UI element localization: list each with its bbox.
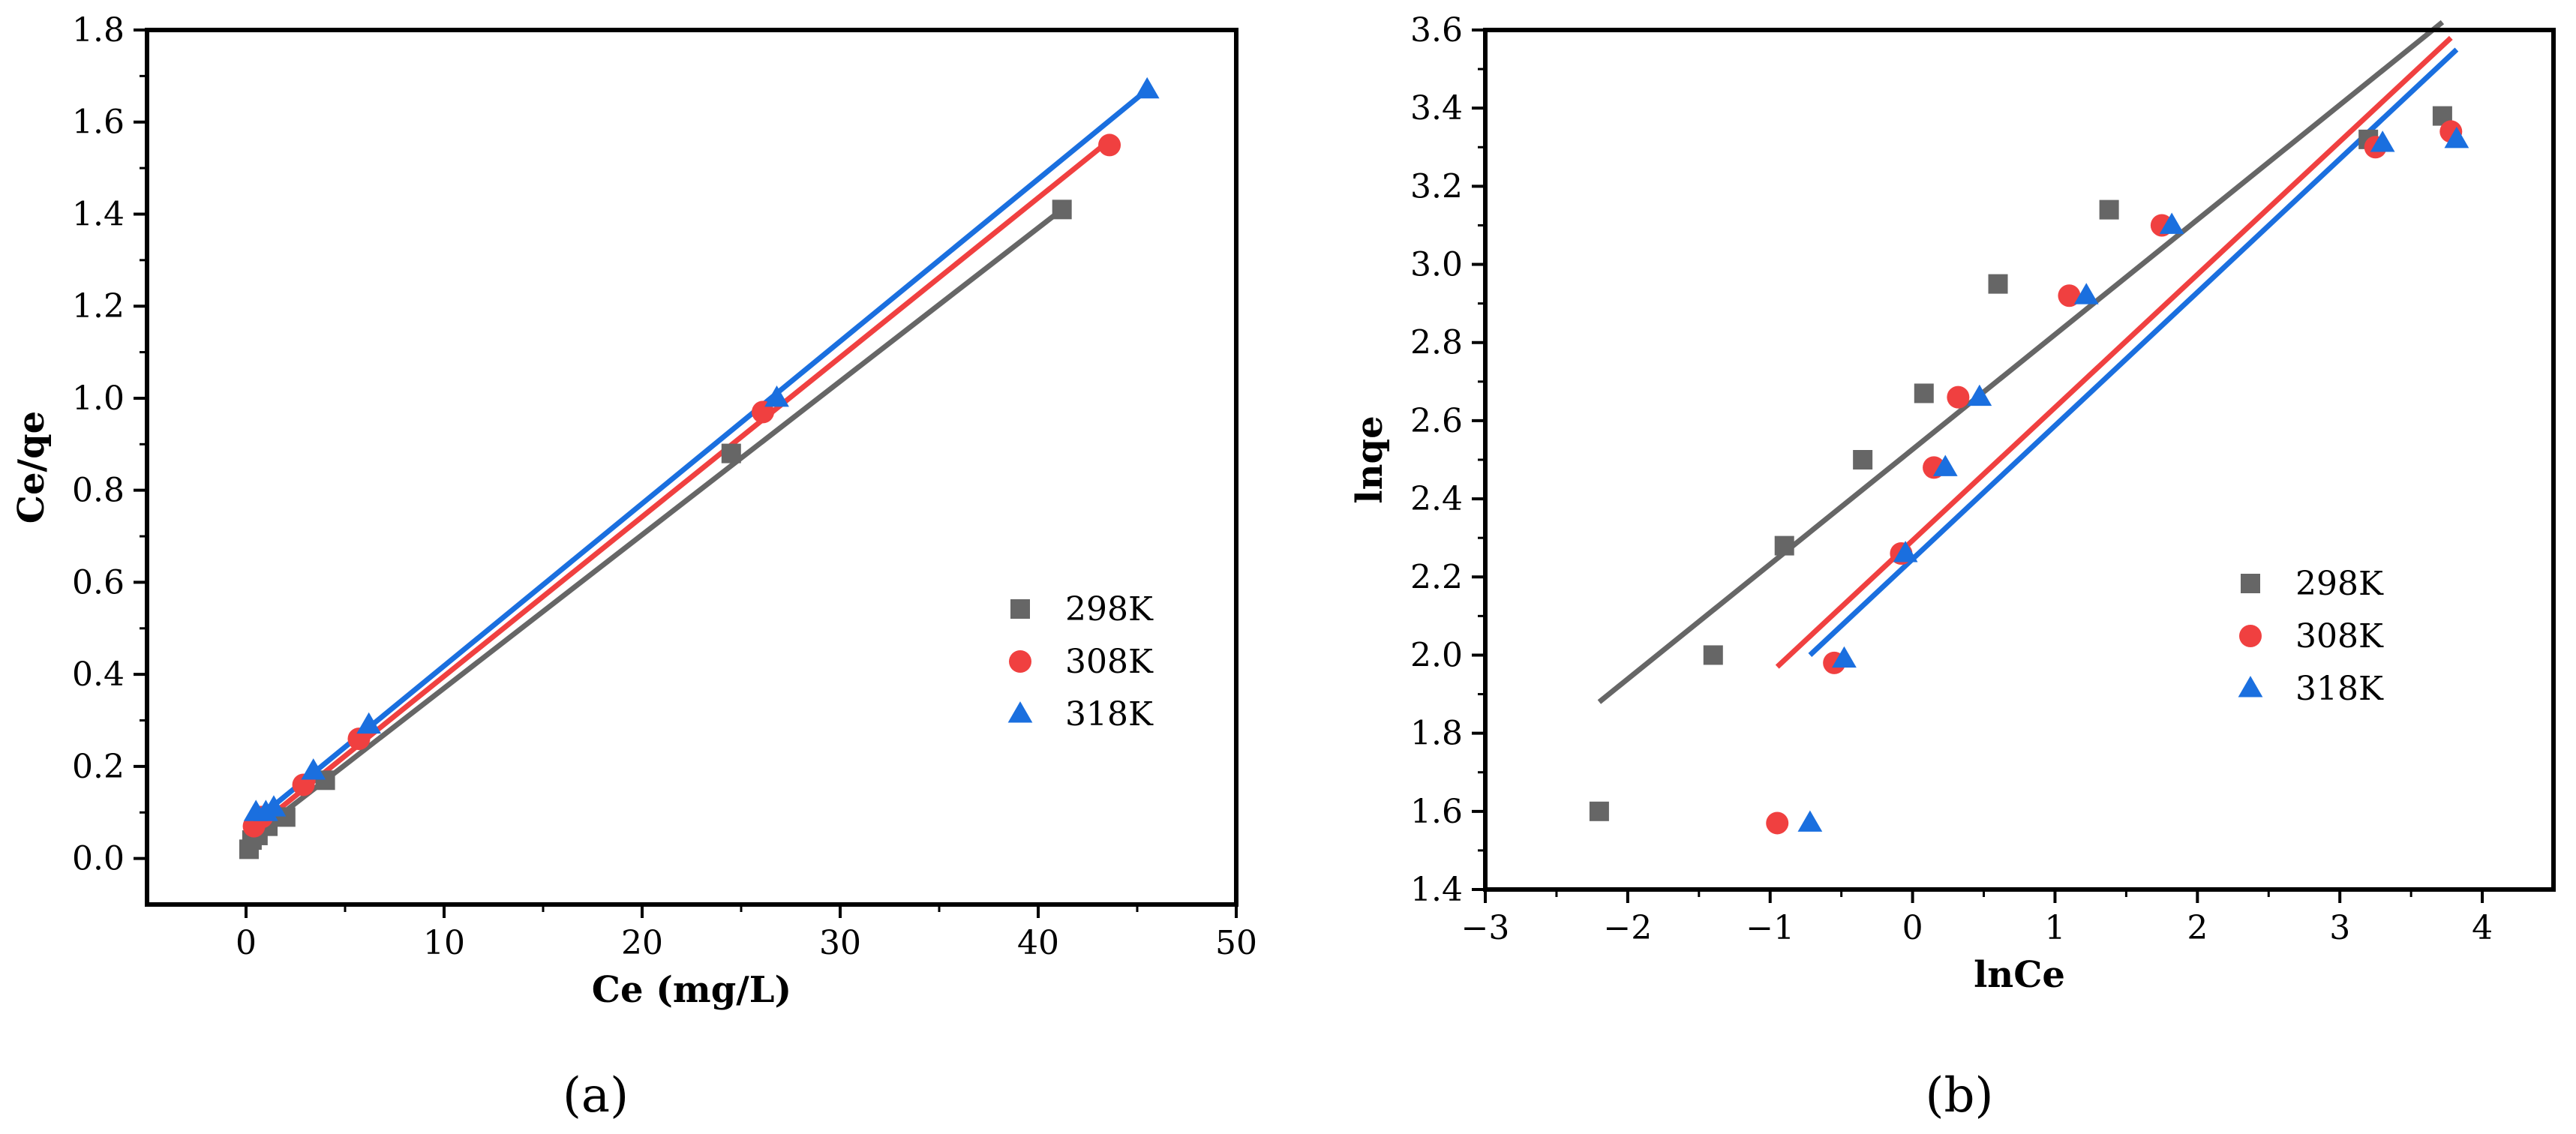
data-point-318K-6	[2159, 212, 2184, 234]
y-tick-label: 1.2	[72, 287, 125, 326]
fit-line-298K	[246, 207, 1064, 842]
y-tick-label: 2.4	[1410, 480, 1463, 518]
y-tick-label: 2.6	[1410, 402, 1463, 440]
x-tick-label: 3	[2329, 909, 2350, 947]
data-point-318K-4	[1967, 384, 1992, 406]
x-tick-label: 0	[236, 924, 257, 962]
data-point-298K-4	[1914, 383, 1934, 404]
data-point-318K-3	[1932, 454, 1958, 476]
data-point-318K-1	[1832, 646, 1857, 668]
x-tick-label: 0	[1902, 909, 1923, 947]
y-tick-label: 0.4	[72, 656, 125, 694]
data-point-318K-5	[764, 386, 789, 407]
x-tick-label: 40	[1017, 924, 1059, 962]
legend-label: 308K	[1065, 643, 1154, 681]
plot-frame	[145, 28, 1238, 907]
data-point-298K-7	[1052, 200, 1072, 220]
data-point-318K-7	[2370, 130, 2395, 152]
x-axis-title: lnCe	[1974, 954, 2065, 996]
y-tick-label: 2.0	[1410, 636, 1463, 674]
x-tick-label: 2	[2187, 909, 2208, 947]
legend-marker-298K	[2241, 574, 2260, 593]
y-tick-label: 1.0	[72, 380, 125, 418]
y-tick-label: 2.2	[1410, 558, 1463, 596]
x-tick-label: 20	[621, 924, 663, 962]
data-point-298K-5	[1988, 274, 2008, 294]
y-tick-label: 1.4	[72, 195, 125, 233]
y-tick-label: 1.6	[1410, 793, 1463, 831]
data-point-318K-5	[2073, 283, 2099, 304]
legend-marker-308K	[2239, 625, 2262, 647]
data-point-298K-0	[1589, 801, 1609, 821]
x-tick-label: 30	[819, 924, 861, 962]
data-point-318K-3	[301, 758, 326, 780]
y-axis-title: Ce/qe	[11, 411, 53, 524]
legend-label: 308K	[2295, 617, 2384, 656]
y-tick-label: 0.8	[72, 472, 125, 510]
data-point-298K-1	[1703, 645, 1723, 665]
panel-a: 0 10 20 30 40 50 0.0 0.2 0.4 0.6 0.8 1.0 1.2 1.4 1.6 1.…	[11, 11, 1257, 1124]
y-tick-label: 0.6	[72, 563, 125, 602]
data-point-298K-6	[2099, 200, 2119, 220]
data-point-298K-6	[721, 443, 741, 464]
y-tick-label: 3.2	[1410, 167, 1463, 206]
data-point-308K-0	[1766, 812, 1789, 835]
legend-label: 298K	[2295, 565, 2384, 603]
y-tick-label: 1.8	[1410, 715, 1463, 753]
data-point-318K-2	[1893, 541, 1918, 562]
panel-label: (b)	[1926, 1068, 1994, 1124]
y-tick-label: 1.4	[1410, 871, 1463, 909]
panel-label: (a)	[563, 1068, 629, 1124]
data-point-318K-0	[1797, 810, 1823, 832]
legend-marker-318K	[2238, 676, 2263, 698]
data-point-298K-3	[1853, 450, 1873, 470]
y-tick-label: 3.6	[1410, 11, 1463, 50]
fit-line-308K	[250, 138, 1112, 833]
fit-line-298K	[1597, 20, 2445, 704]
x-tick-label: −2	[1603, 909, 1652, 947]
panel-b: −3 −2 −1 0 1 2 3 4 1.4 1.6 1.8 2.0 2.2 2.4 2.6 2.8 3.0 3.…	[1349, 11, 2556, 1124]
x-tick-label: −1	[1746, 909, 1794, 947]
legend-label: 318K	[2295, 670, 2384, 708]
data-point-318K-2	[261, 795, 287, 817]
y-tick-label: 0.2	[72, 748, 125, 786]
y-axis-title: lnqe	[1349, 416, 1391, 503]
data-point-308K-4	[1947, 386, 1970, 409]
fit-line-318K	[1808, 47, 2459, 658]
legend-marker-298K	[1010, 599, 1030, 619]
x-tick-label: 10	[423, 924, 465, 962]
data-point-318K-6	[1134, 76, 1160, 99]
x-axis-title: Ce (mg/L)	[592, 969, 792, 1011]
y-tick-label: 1.8	[72, 11, 125, 50]
x-tick-label: 1	[2044, 909, 2065, 947]
x-tick-label: −3	[1461, 909, 1510, 947]
fit-line-308K	[1775, 35, 2453, 669]
legend-marker-318K	[1007, 701, 1033, 723]
x-tick-label: 50	[1215, 924, 1257, 962]
fit-line-318K	[252, 88, 1149, 824]
y-tick-label: 3.0	[1410, 246, 1463, 284]
legend-label: 318K	[1065, 695, 1154, 734]
data-point-308K-5	[1098, 134, 1121, 157]
legend-label: 298K	[1065, 590, 1154, 628]
y-tick-label: 2.8	[1410, 324, 1463, 362]
legend-marker-308K	[1009, 650, 1031, 673]
y-tick-label: 1.6	[72, 104, 125, 142]
y-tick-label: 0.0	[72, 840, 125, 878]
data-point-318K-4	[356, 712, 382, 734]
data-point-308K-5	[2058, 284, 2081, 308]
x-tick-label: 4	[2472, 909, 2493, 947]
y-tick-label: 3.4	[1410, 89, 1463, 128]
data-point-318K-8	[2444, 126, 2469, 148]
data-point-298K-2	[1774, 536, 1794, 556]
